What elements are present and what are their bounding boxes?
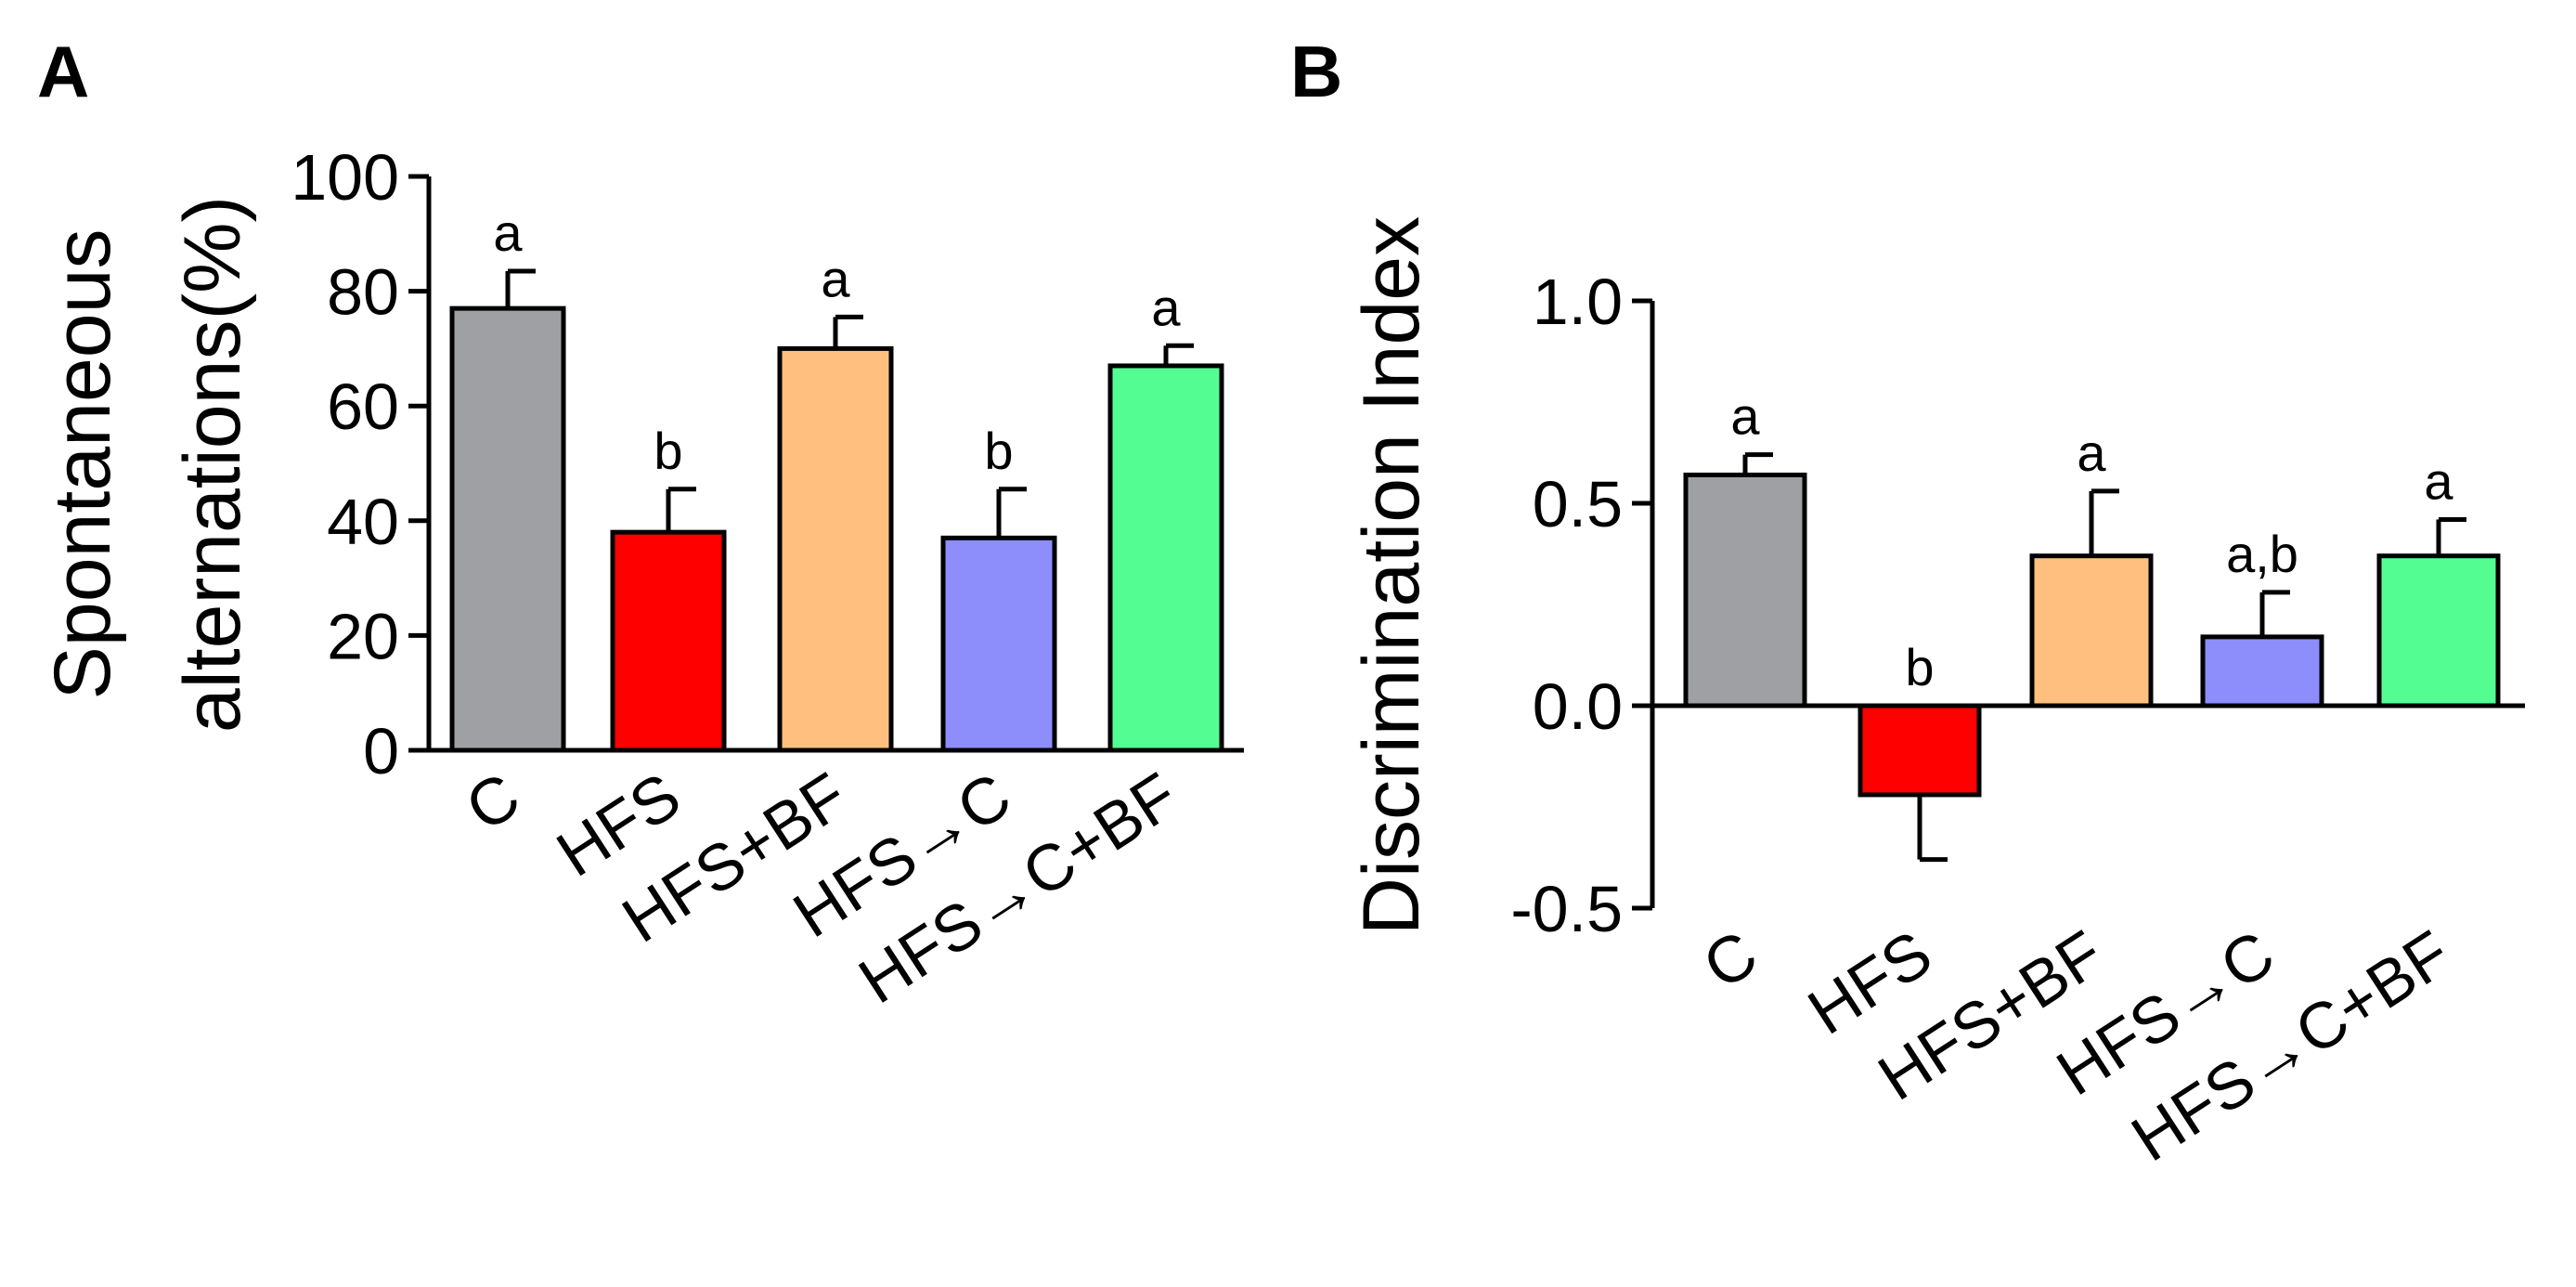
y-tick-label-b-0: -0.5 [1510, 873, 1623, 945]
y-tick-label-a-4: 80 [327, 256, 399, 329]
significance-label-b-0: a [1730, 387, 1760, 446]
bar-b-3 [2200, 634, 2324, 708]
y-tick-label-b-2: 0.5 [1533, 468, 1623, 540]
significance-label-b-2: a [2077, 423, 2106, 482]
bar-b-1 [1858, 703, 1982, 798]
y-tick-label-a-5: 100 [291, 141, 399, 214]
bar-a-2 [777, 345, 894, 753]
panel-a-chart: A Spontaneous alternations(%) 0 20 40 60 80 100 a… [37, 31, 1244, 1017]
bar-b-4 [2376, 553, 2501, 708]
significance-label-a-4: a [1151, 278, 1181, 336]
category-label-b-0: C [1690, 916, 1769, 1003]
bar-a-1 [610, 529, 727, 753]
y-tick-label-a-0: 0 [363, 715, 399, 787]
significance-label-b-1: b [1905, 638, 1934, 696]
significance-label-a-2: a [821, 249, 850, 307]
significance-label-a-1: b [654, 422, 682, 480]
bar-a-4 [1107, 363, 1224, 753]
y-axis-label-b-line-1: Discrimination Index [1347, 216, 1436, 935]
panel-label-b: B [1290, 31, 1342, 112]
significance-label-b-3: a,b [2226, 525, 2298, 583]
bar-a-3 [940, 535, 1057, 753]
bar-b-0 [1683, 472, 1807, 708]
significance-label-b-4: a [2424, 451, 2453, 510]
y-tick-label-a-1: 20 [327, 600, 399, 672]
y-axis-label-a-line-2: alternations(%) [168, 196, 257, 733]
bar-a-0 [449, 306, 566, 753]
y-tick-label-b-3: 1.0 [1533, 266, 1623, 338]
panel-label-a: A [37, 31, 89, 112]
y-tick-label-b-1: 0.0 [1533, 670, 1623, 743]
bar-b-2 [2029, 553, 2154, 708]
y-tick-label-a-3: 60 [327, 370, 399, 443]
y-axis-label-a-line-1: Spontaneous [38, 229, 127, 700]
category-label-a-0: C [453, 759, 532, 845]
significance-label-a-3: b [984, 422, 1013, 480]
y-tick-label-a-2: 40 [327, 486, 399, 558]
significance-label-a-0: a [493, 203, 523, 262]
